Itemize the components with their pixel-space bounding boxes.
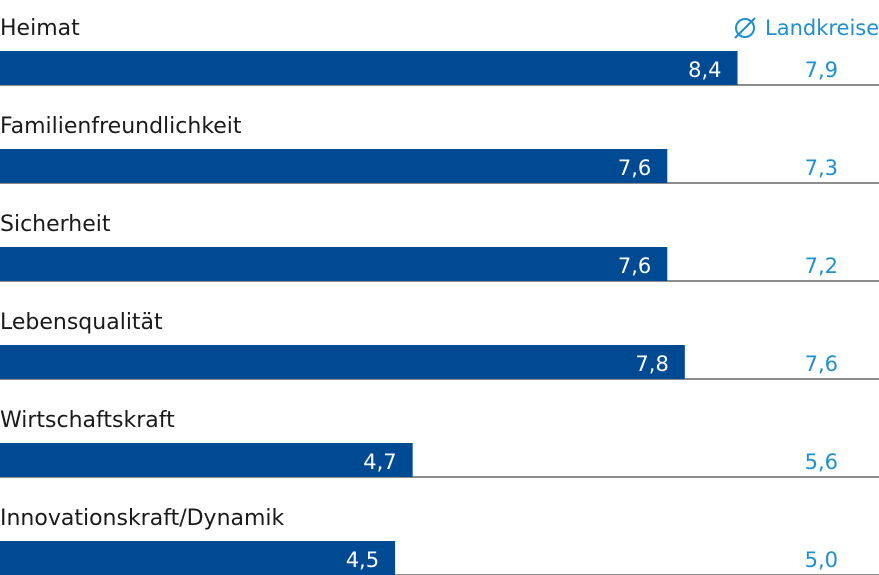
category-label: Familienfreundlichkeit xyxy=(0,114,242,139)
bar-value-label: 7,6 xyxy=(618,254,651,278)
average-value-label: 7,9 xyxy=(805,58,838,82)
bar xyxy=(0,443,413,477)
legend: Landkreise xyxy=(734,16,879,40)
bar-row: Sicherheit 7,6 7,2 xyxy=(0,212,879,282)
bar-row: Lebensqualität 7,8 7,6 xyxy=(0,310,879,380)
average-value-label: 5,0 xyxy=(805,548,838,572)
bar-value-label: 4,7 xyxy=(363,450,396,474)
average-value-label: 5,6 xyxy=(805,450,838,474)
bar-value-label: 4,5 xyxy=(346,548,379,572)
bar-value-label: 8,4 xyxy=(688,58,721,82)
chart-rows: Heimat 8,4 7,9 Familienfreundlichkeit 7,6 7,3… xyxy=(0,16,879,575)
category-label: Innovationskraft/Dynamik xyxy=(0,506,285,531)
bar xyxy=(0,51,738,85)
category-label: Lebensqualität xyxy=(0,310,163,335)
average-value-label: 7,2 xyxy=(805,254,838,278)
bar xyxy=(0,345,685,379)
bar xyxy=(0,541,396,575)
category-label: Wirtschaftskraft xyxy=(0,408,175,433)
bar-value-label: 7,8 xyxy=(635,352,668,376)
bar xyxy=(0,149,668,183)
bar-row: Innovationskraft/Dynamik 4,5 5,0 xyxy=(0,506,879,575)
category-label: Heimat xyxy=(0,16,80,41)
bar-row: Heimat 8,4 7,9 xyxy=(0,16,879,86)
bar-row: Wirtschaftskraft 4,7 5,6 xyxy=(0,408,879,478)
average-value-label: 7,6 xyxy=(805,352,838,376)
bar-row: Familienfreundlichkeit 7,6 7,3 xyxy=(0,114,879,184)
legend-label: Landkreise xyxy=(765,16,879,40)
bar xyxy=(0,247,668,281)
bar-value-label: 7,6 xyxy=(618,156,651,180)
category-label: Sicherheit xyxy=(0,212,111,237)
average-value-label: 7,3 xyxy=(805,156,838,180)
average-symbol-icon xyxy=(734,17,756,39)
